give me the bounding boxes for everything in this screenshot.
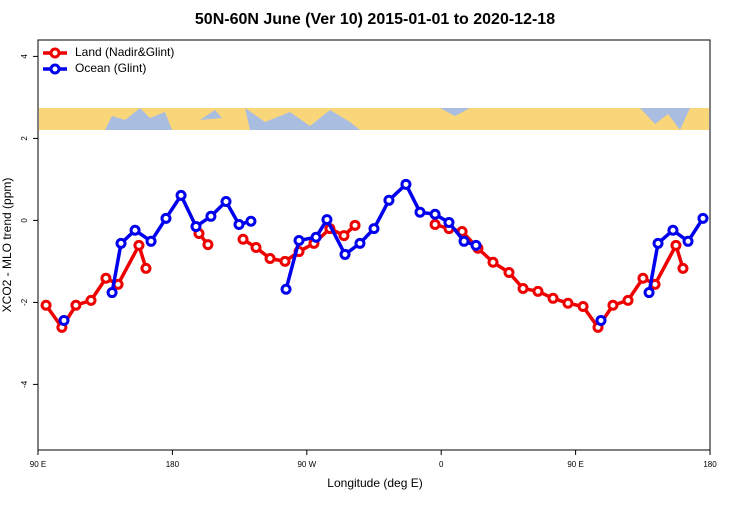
- point: [40, 299, 52, 311]
- point: [160, 212, 172, 224]
- point: [429, 219, 441, 230]
- legend-marker: [49, 47, 61, 59]
- point: [532, 285, 544, 297]
- point: [682, 235, 694, 247]
- x-tick-label: 90 E: [30, 460, 46, 469]
- plot-frame: [37, 39, 711, 451]
- point: [443, 216, 455, 228]
- x-tick-label: 90 W: [297, 460, 316, 469]
- point: [677, 262, 689, 274]
- y-tick-label: -4: [20, 380, 29, 388]
- point: [293, 234, 305, 246]
- point: [667, 224, 679, 236]
- y-tick-label: 2: [20, 136, 29, 141]
- point: [175, 189, 187, 201]
- point: [115, 237, 127, 249]
- point: [100, 272, 112, 284]
- point: [250, 241, 262, 253]
- point: [70, 299, 82, 311]
- point: [321, 214, 333, 226]
- series-line: [44, 222, 685, 330]
- map-strip: [39, 108, 709, 130]
- point: [349, 219, 361, 231]
- point: [368, 223, 380, 235]
- y-axis-label: XCO2 - MLO trend (ppm): [0, 178, 14, 313]
- point: [339, 248, 351, 260]
- point: [205, 210, 217, 222]
- y-tick-label: 4: [20, 54, 29, 59]
- point: [129, 224, 141, 236]
- x-tick-label: 180: [703, 460, 717, 469]
- legend-marker: [49, 63, 61, 75]
- y-tick-label: 0: [20, 218, 29, 223]
- point: [487, 256, 499, 268]
- legend-label: Ocean (Glint): [75, 61, 146, 75]
- point: [670, 239, 682, 251]
- point: [280, 283, 292, 295]
- point: [220, 196, 232, 208]
- point: [643, 287, 655, 299]
- point: [562, 297, 574, 309]
- point: [85, 294, 97, 306]
- point: [233, 219, 245, 230]
- x-axis-label: Longitude (deg E): [327, 476, 422, 490]
- point: [245, 215, 257, 227]
- point: [400, 178, 412, 190]
- point: [637, 272, 649, 284]
- point: [652, 237, 664, 249]
- point: [190, 221, 202, 233]
- point: [145, 235, 157, 247]
- chart-title: 50N-60N June (Ver 10) 2015-01-01 to 2020…: [195, 11, 555, 28]
- point: [279, 255, 291, 267]
- y-tick-label: -2: [20, 298, 29, 306]
- x-tick-label: 0: [439, 460, 444, 469]
- point: [595, 314, 607, 326]
- point: [133, 239, 145, 251]
- point: [106, 287, 118, 299]
- point: [58, 314, 70, 326]
- point: [547, 292, 559, 304]
- x-tick-label: 90 E: [567, 460, 583, 469]
- point: [622, 294, 634, 306]
- point: [414, 206, 426, 218]
- point: [458, 235, 470, 247]
- x-tick-label: 180: [166, 460, 180, 469]
- point: [237, 233, 249, 245]
- point: [503, 266, 515, 278]
- point: [202, 239, 214, 251]
- point: [354, 237, 366, 249]
- point: [338, 230, 350, 242]
- point: [470, 239, 482, 251]
- point: [697, 212, 709, 224]
- point: [264, 253, 276, 265]
- point: [310, 231, 322, 243]
- point: [607, 299, 619, 311]
- point: [383, 194, 395, 206]
- point: [577, 301, 589, 312]
- point: [517, 282, 529, 294]
- point: [429, 208, 441, 220]
- point: [140, 262, 152, 274]
- legend-label: Land (Nadir&Glint): [75, 45, 174, 59]
